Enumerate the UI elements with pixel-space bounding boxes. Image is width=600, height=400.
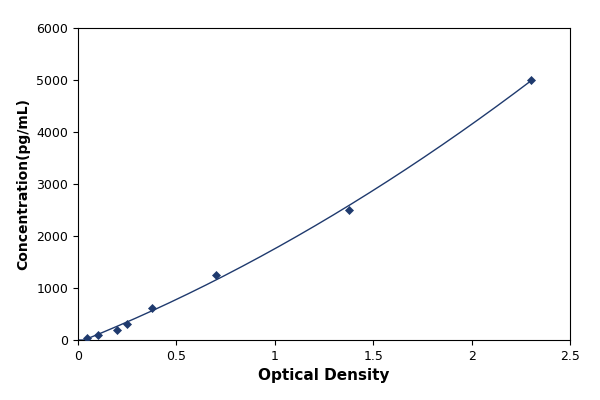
X-axis label: Optical Density: Optical Density	[258, 368, 390, 383]
Y-axis label: Concentration(pg/mL): Concentration(pg/mL)	[17, 98, 31, 270]
